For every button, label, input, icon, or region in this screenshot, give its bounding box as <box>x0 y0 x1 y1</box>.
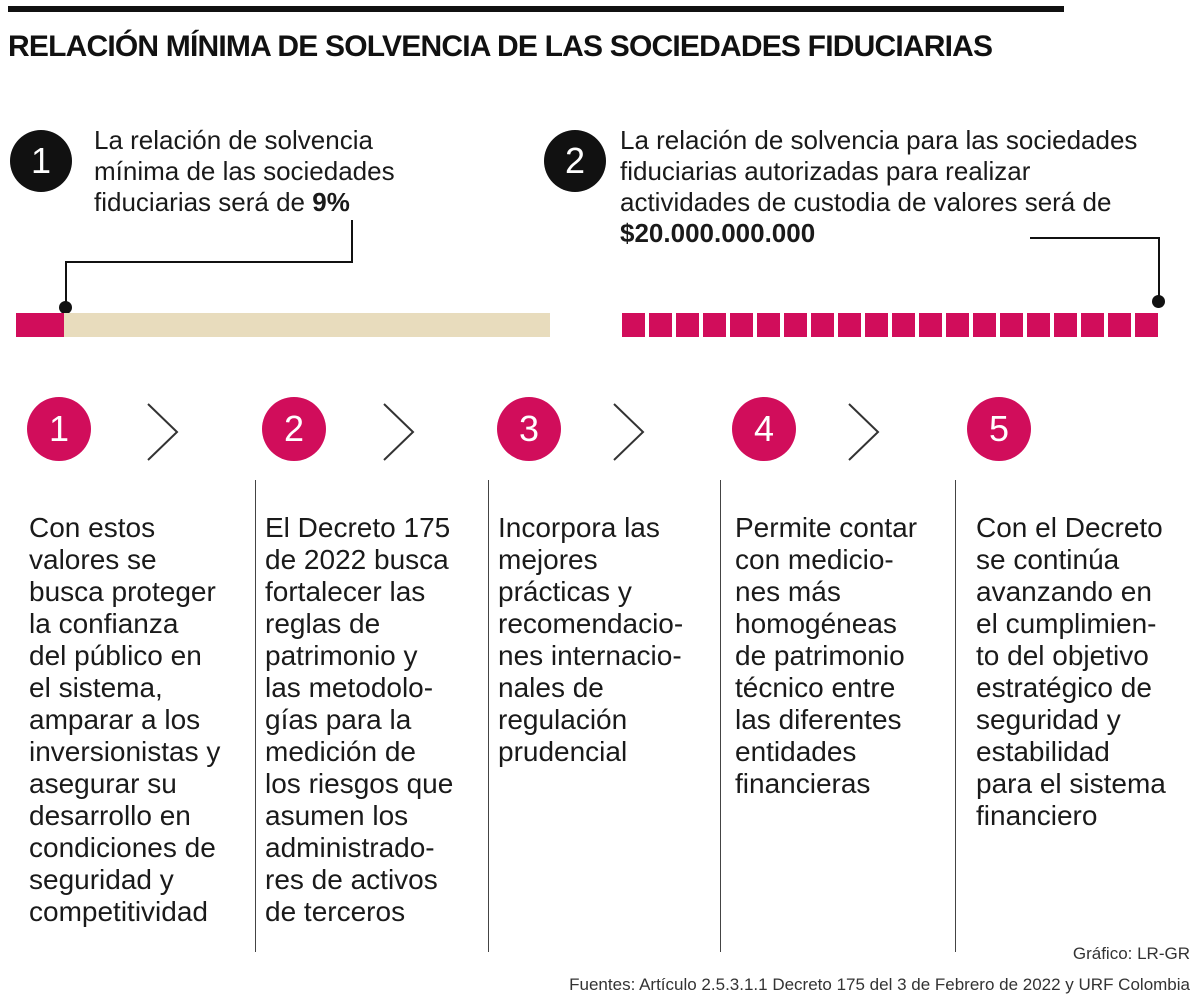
custody-segment-bar <box>622 313 1158 337</box>
custody-segment <box>946 313 969 337</box>
step-3-circle: 3 <box>497 397 561 461</box>
custody-segment <box>1135 313 1158 337</box>
statement-1-value: 9% <box>312 187 350 217</box>
statement-1-label: La relación de solvencia mínima de las s… <box>94 125 395 217</box>
step-1-text: Con estos valores se busca proteger la c… <box>29 512 221 927</box>
custody-segment <box>1027 313 1050 337</box>
custody-segment <box>757 313 780 337</box>
step-5-circle: 5 <box>967 397 1031 461</box>
connector-1-horizontal <box>65 261 353 263</box>
custody-segment <box>1081 313 1104 337</box>
step-4-text: Permite contar con medicio- nes más homo… <box>735 512 918 799</box>
custody-segment <box>784 313 807 337</box>
step-2-text: El Decreto 175 de 2022 busca fortalecer … <box>265 512 454 927</box>
connector-1-vertical-left <box>65 261 67 307</box>
statement-2-text: La relación de solvencia para las socied… <box>620 125 1140 249</box>
custody-segment <box>730 313 753 337</box>
custody-segment <box>838 313 861 337</box>
chevron-right-icon <box>383 403 415 461</box>
page-title: RELACIÓN MÍNIMA DE SOLVENCIA DE LAS SOCI… <box>8 30 993 63</box>
custody-segment <box>1054 313 1077 337</box>
statement-2-number: 2 <box>544 130 606 192</box>
graphic-credit: Gráfico: LR-GR <box>1072 944 1190 963</box>
step-2-circle: 2 <box>262 397 326 461</box>
custody-segment <box>1000 313 1023 337</box>
step-1-circle: 1 <box>27 397 91 461</box>
connector-2-vertical <box>1158 237 1160 301</box>
solvency-bar-track <box>16 313 550 337</box>
column-divider <box>720 480 721 952</box>
custody-segment <box>865 313 888 337</box>
custody-segment <box>703 313 726 337</box>
step-3-text: Incorpora las mejores prácticas y recome… <box>498 512 684 767</box>
custody-segment <box>892 313 915 337</box>
chevron-right-icon <box>613 403 645 461</box>
step-5-text: Con el Decreto se continúa avanzando en … <box>976 512 1166 831</box>
chevron-right-icon <box>848 403 880 461</box>
custody-segment <box>1108 313 1131 337</box>
top-rule <box>8 6 1064 12</box>
sources-note: Fuentes: Artículo 2.5.3.1.1 Decreto 175 … <box>569 975 1190 994</box>
custody-segment <box>622 313 645 337</box>
statement-2-label: La relación de solvencia para las socied… <box>620 125 1138 217</box>
column-divider <box>255 480 256 952</box>
custody-segment <box>973 313 996 337</box>
statement-1-text: La relación de solvencia mínima de las s… <box>94 125 434 218</box>
custody-segment <box>649 313 672 337</box>
connector-2-dot <box>1152 295 1165 308</box>
connector-2-horizontal <box>1030 237 1160 239</box>
statement-1-number: 1 <box>10 130 72 192</box>
statement-2-value: $20.000.000.000 <box>620 218 816 248</box>
column-divider <box>488 480 489 952</box>
chevron-right-icon <box>147 403 179 461</box>
step-4-circle: 4 <box>732 397 796 461</box>
solvency-bar-fill <box>16 313 64 337</box>
column-divider <box>955 480 956 952</box>
custody-segment <box>919 313 942 337</box>
connector-1-dot <box>59 301 72 314</box>
custody-segment <box>811 313 834 337</box>
custody-segment <box>676 313 699 337</box>
connector-1-vertical-right <box>351 220 353 262</box>
